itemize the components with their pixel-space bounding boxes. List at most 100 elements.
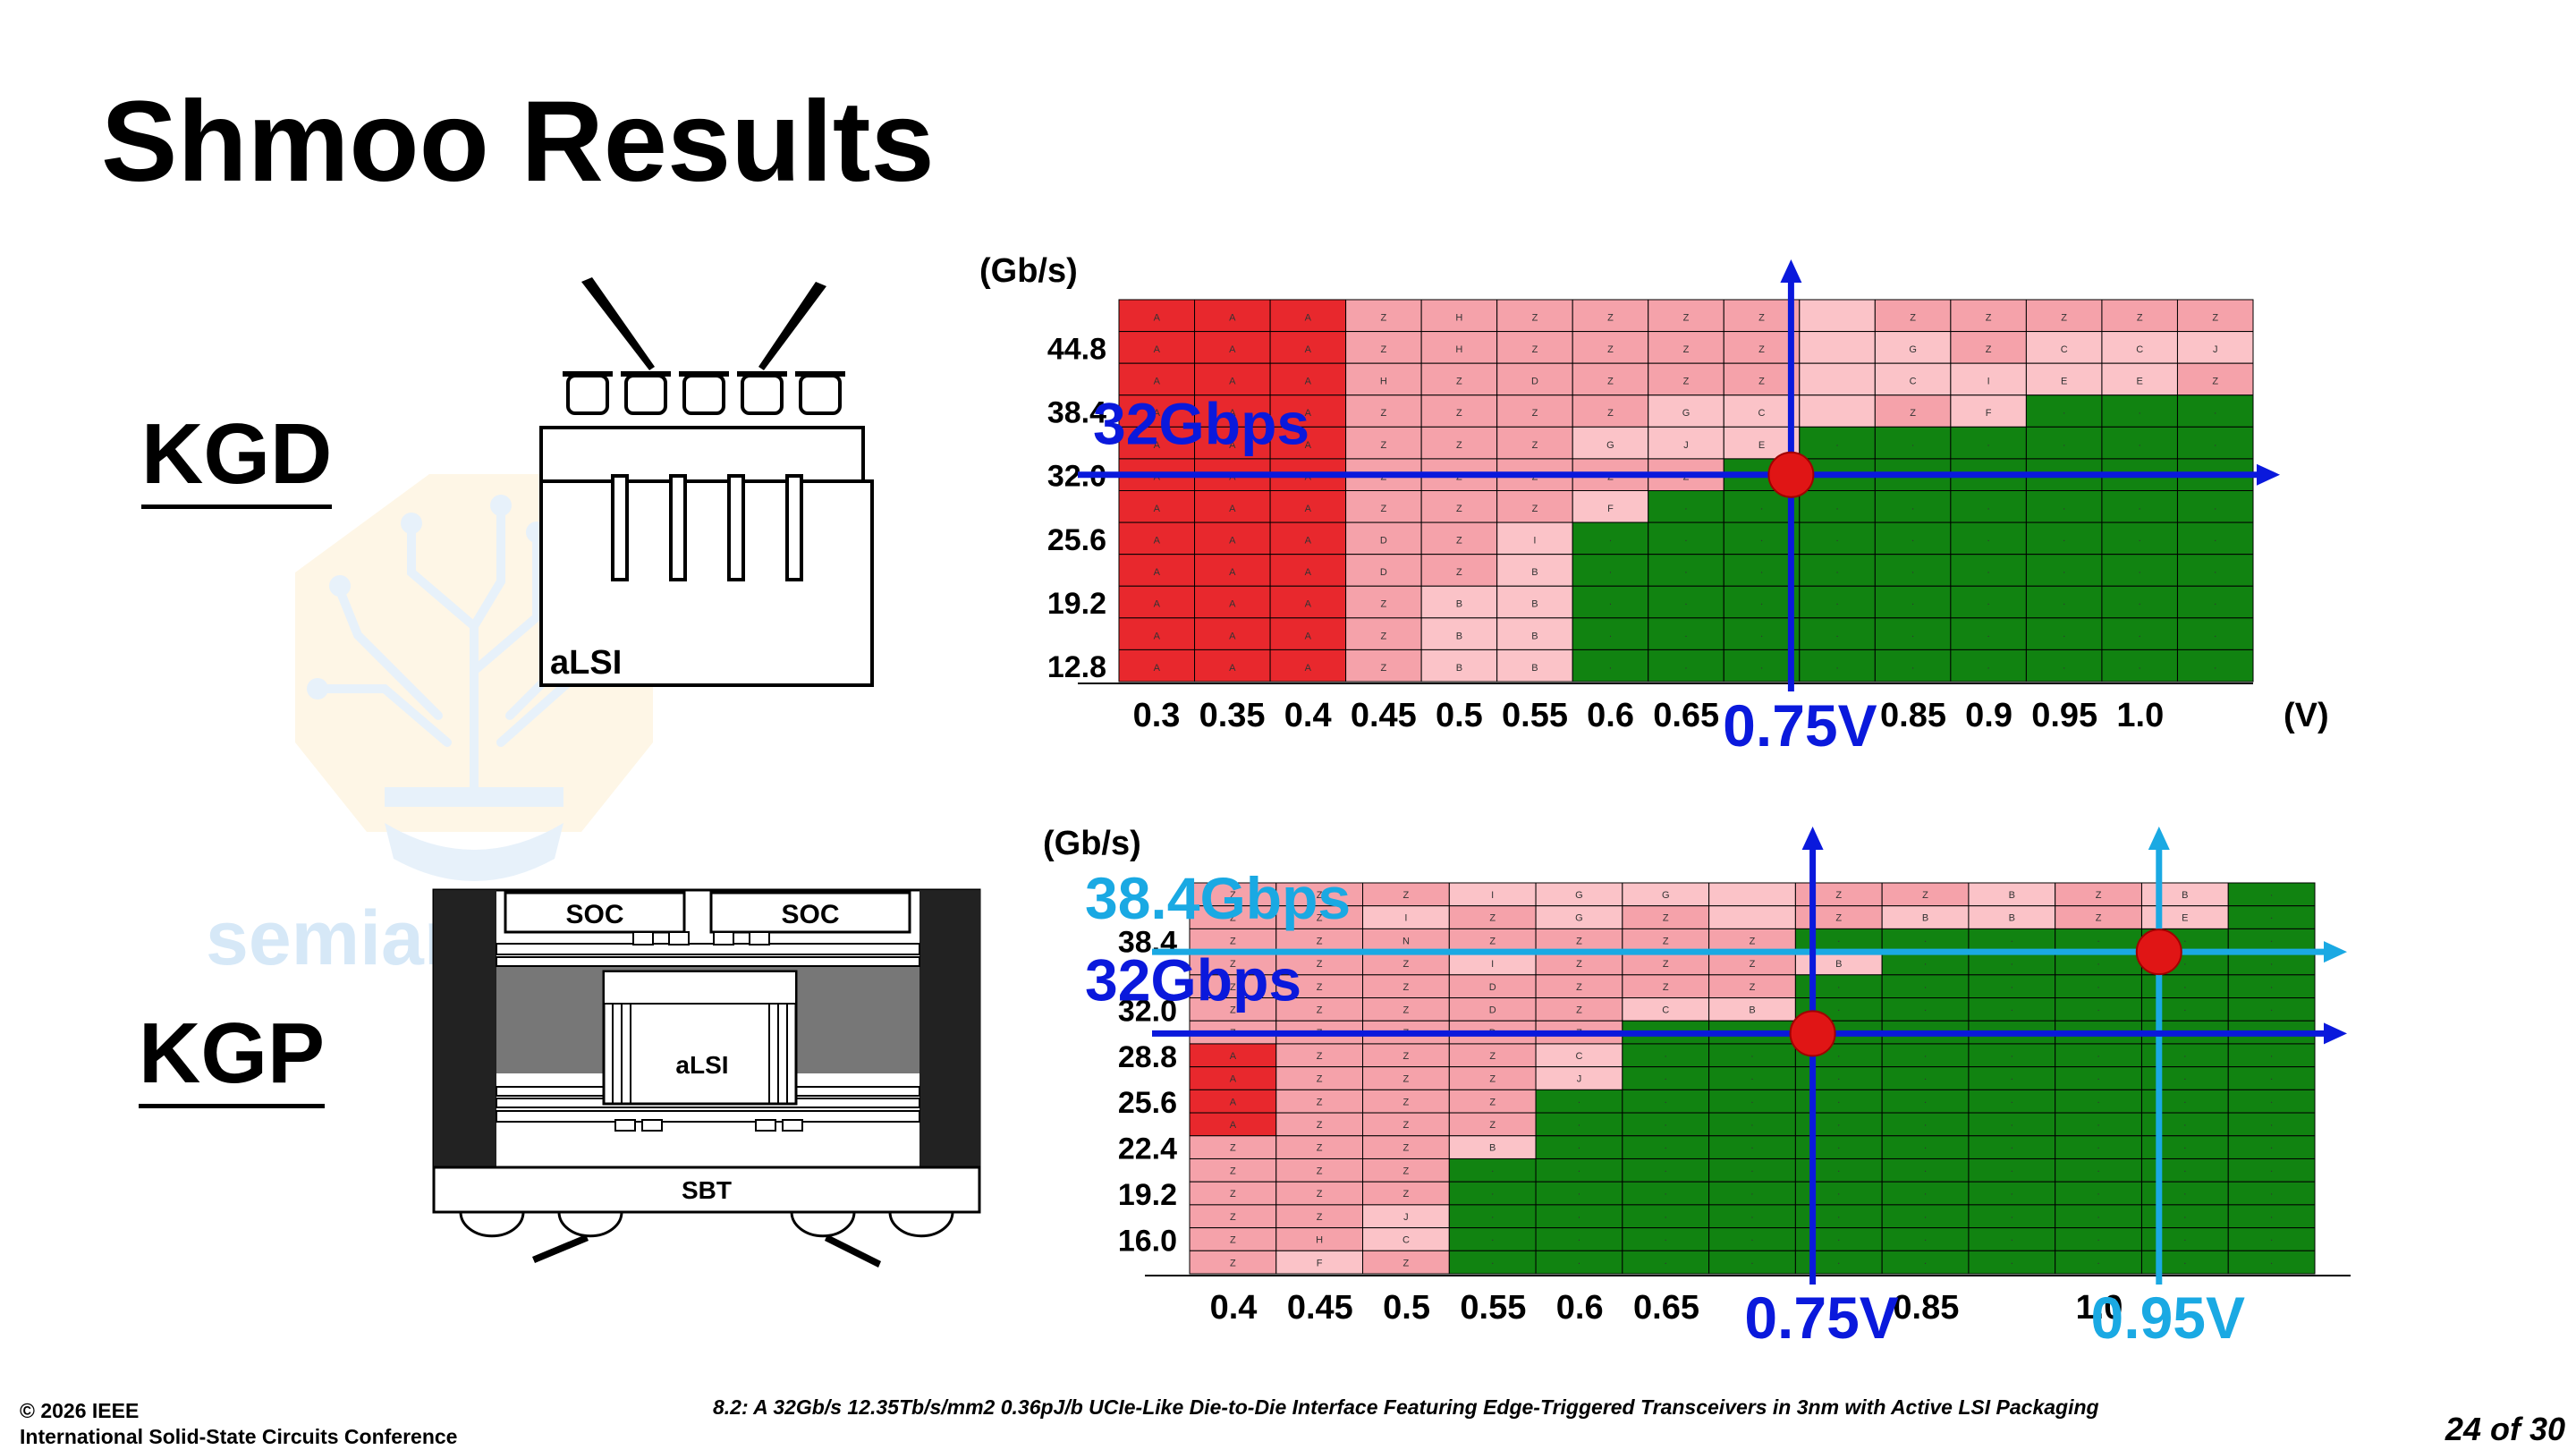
kgd-cell xyxy=(1269,585,1347,619)
kgd-cell-code: C xyxy=(2061,344,2068,355)
kgp-cell-code: Z xyxy=(1403,982,1410,993)
kgp-cell xyxy=(1189,1135,1277,1159)
kgp-cell-code: · xyxy=(2183,982,2187,993)
kgp-cell-code: · xyxy=(2010,1120,2013,1131)
kgd-cell xyxy=(1118,521,1196,555)
kgp-cell-code: · xyxy=(2010,959,2013,970)
kgp-cell xyxy=(1535,1135,1623,1159)
kgd-cell-code: Z xyxy=(1532,408,1538,419)
kgp-cell xyxy=(1448,997,1537,1022)
kgp-cell-code: Z xyxy=(1317,1074,1323,1085)
kgp-cell xyxy=(1708,951,1796,976)
kgp-cell-code: · xyxy=(1924,1051,1928,1062)
kgp-cell xyxy=(1622,1250,1710,1275)
kgp-cell-code: · xyxy=(2097,1120,2100,1131)
kgd-cell-code: · xyxy=(1684,536,1688,547)
kgp-cell xyxy=(2055,1135,2142,1159)
kgd-cell-code: Z xyxy=(2212,377,2218,387)
kgd-cell xyxy=(1194,585,1271,619)
kgp-cell xyxy=(1968,1043,2056,1068)
kgd-cell-code: A xyxy=(1229,663,1236,674)
kgp-cell xyxy=(1275,905,1364,929)
kgd-cell xyxy=(1345,585,1422,619)
kgd-cell-code: · xyxy=(1987,663,1990,674)
kgp-cell-code: · xyxy=(1924,936,1928,946)
kgd-cell-code: · xyxy=(1987,536,1990,547)
kgd-cell xyxy=(1723,521,1801,555)
kgp-cell-code: · xyxy=(2097,1235,2100,1246)
kgp-cell xyxy=(1622,1112,1710,1137)
kgp-cell-code: J xyxy=(1577,1074,1582,1085)
kgd-cell xyxy=(1194,331,1271,364)
kgp-cell-code: · xyxy=(1664,1074,1667,1085)
kgp-cell-code: · xyxy=(1837,1143,1841,1154)
kgp-cell xyxy=(1189,1157,1277,1183)
kgp-cell-code: · xyxy=(2270,1166,2274,1176)
kgp-cell xyxy=(1622,974,1710,999)
kgd-cell-code: A xyxy=(1305,377,1312,387)
kgd-cell xyxy=(2176,394,2254,428)
kgp-cell-code: · xyxy=(1837,1212,1841,1223)
kgd-cell-code: C xyxy=(1758,408,1766,419)
kgd-cell xyxy=(1799,554,1876,587)
kgp-cell-code: Z xyxy=(1230,1005,1236,1015)
kgp-voltage-label: 0.75V xyxy=(1744,1285,1898,1351)
kgp-cell-code: D xyxy=(1489,1005,1496,1015)
kgp-cell-code: Z xyxy=(1230,1212,1236,1223)
kgp-cell-code: Z xyxy=(1750,959,1756,970)
kgp-cell xyxy=(1275,997,1364,1022)
kgp-cell xyxy=(1448,1135,1537,1159)
kgd-diagram: aLSI xyxy=(539,277,874,687)
kgp-cell xyxy=(2227,1135,2316,1159)
kgp-y-tick-labels: 38.432.028.825.622.419.216.0 xyxy=(1118,925,1177,1258)
kgd-cell xyxy=(1723,331,1801,364)
kgd-cell-code: A xyxy=(1154,312,1161,323)
kgp-cell xyxy=(1362,1135,1450,1159)
kgp-cell xyxy=(2055,1250,2142,1275)
kgp-cell-code: · xyxy=(2010,1051,2013,1062)
kgp-cell xyxy=(1275,1181,1364,1206)
kgd-cell-code: A xyxy=(1154,344,1161,355)
kgp-cell xyxy=(2055,997,2142,1022)
kgd-cell-code: · xyxy=(1684,599,1688,610)
kgd-cell-code: A xyxy=(1305,440,1312,451)
kgp-cell xyxy=(1708,997,1796,1022)
kgp-cell-code: Z xyxy=(1403,959,1410,970)
kgd-cell xyxy=(1572,554,1649,587)
kgp-cell-code: · xyxy=(1750,1235,1754,1246)
kgp-cell-code: · xyxy=(2010,982,2013,993)
kgp-cell-code: · xyxy=(2270,959,2274,970)
kgd-cell xyxy=(2176,521,2254,555)
kgd-cell-code: Z xyxy=(1683,344,1690,355)
kgp-cell-code: · xyxy=(1924,959,1928,970)
kgp-cell-code: Z xyxy=(1317,890,1323,901)
kgp-cell-code: Z xyxy=(1403,1120,1410,1131)
kgd-x-tick: 0.55 xyxy=(1502,697,1568,734)
kgd-cell xyxy=(2101,554,2178,587)
kgd-cell xyxy=(1269,617,1347,650)
kgp-cell-code: Z xyxy=(1663,982,1669,993)
kgp-cell-code: Z xyxy=(1576,959,1582,970)
kgp-cell xyxy=(2227,1157,2316,1183)
kgd-x-axis-label: (V) xyxy=(2284,697,2329,734)
kgp-cell xyxy=(1708,1157,1796,1183)
kgp-cell xyxy=(1881,1250,1970,1275)
kgd-cell xyxy=(1420,649,1498,683)
kgp-cell-code: · xyxy=(1837,1235,1841,1246)
kgd-cell-code: A xyxy=(1229,631,1236,641)
kgp-cell-code: I xyxy=(1491,959,1494,970)
kgp-cell-code: Z xyxy=(1922,890,1928,901)
kgp-cell-code: · xyxy=(1664,1051,1667,1062)
kgp-cell-code: · xyxy=(2183,1189,2187,1200)
kgp-cell-code: Z xyxy=(1317,1189,1323,1200)
kgd-cell xyxy=(1496,299,1573,333)
kgp-cell-code: Z xyxy=(1576,982,1582,993)
kgp-x-tick: 0.85 xyxy=(1893,1289,1959,1327)
kgp-cell-code: Z xyxy=(1317,1120,1323,1131)
kgp-cell-code: · xyxy=(1664,1120,1667,1131)
kgp-cell-code: B xyxy=(2182,890,2188,901)
kgp-cell xyxy=(1708,1043,1796,1068)
kgd-cell-code: B xyxy=(1531,599,1538,610)
kgd-cell-code: Z xyxy=(1380,312,1386,323)
kgp-cell-code: · xyxy=(1750,1074,1754,1085)
